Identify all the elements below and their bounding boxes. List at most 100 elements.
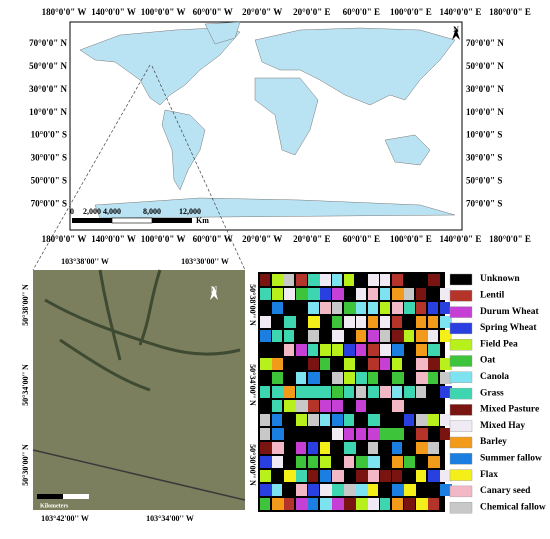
field bbox=[440, 316, 452, 328]
lat-label: 50°0'0" N bbox=[466, 61, 504, 71]
field bbox=[308, 330, 319, 342]
field bbox=[332, 316, 342, 328]
field bbox=[344, 274, 354, 286]
field bbox=[428, 302, 438, 314]
field bbox=[284, 288, 295, 300]
field bbox=[392, 358, 402, 370]
field bbox=[428, 330, 438, 342]
legend-swatch bbox=[449, 273, 473, 286]
legend-swatch bbox=[449, 371, 473, 383]
field bbox=[272, 442, 284, 454]
field bbox=[368, 470, 379, 482]
field bbox=[260, 288, 271, 300]
field bbox=[260, 498, 270, 510]
field bbox=[428, 358, 440, 370]
lat-label: 50°30'00'' N bbox=[248, 444, 257, 486]
field bbox=[320, 400, 331, 412]
field bbox=[428, 456, 440, 468]
road bbox=[32, 449, 246, 501]
field bbox=[272, 400, 282, 412]
field bbox=[368, 358, 379, 370]
field bbox=[344, 428, 354, 440]
field bbox=[272, 414, 282, 426]
lon-label: 60°0'0" E bbox=[343, 7, 380, 17]
field bbox=[332, 274, 342, 286]
lat-label: 30°0'0" N bbox=[29, 84, 67, 94]
field bbox=[284, 386, 295, 398]
field bbox=[428, 498, 439, 510]
field bbox=[392, 330, 404, 342]
field bbox=[284, 344, 294, 356]
drainage bbox=[44, 269, 241, 392]
legend-swatch bbox=[449, 339, 473, 351]
field bbox=[392, 302, 403, 314]
fields bbox=[260, 274, 452, 510]
lon-label: 20°0'0" E bbox=[293, 7, 330, 17]
field bbox=[428, 344, 440, 356]
field bbox=[344, 484, 356, 496]
field bbox=[272, 330, 282, 342]
field bbox=[320, 358, 330, 370]
field bbox=[392, 274, 403, 286]
field bbox=[332, 386, 343, 398]
field bbox=[428, 274, 440, 286]
field bbox=[380, 330, 390, 342]
legend-label: Canola bbox=[480, 372, 509, 382]
legend-swatch bbox=[449, 355, 473, 367]
north-arrow bbox=[452, 28, 460, 40]
field bbox=[440, 414, 451, 426]
field bbox=[356, 456, 368, 468]
field bbox=[296, 484, 307, 496]
lon-label: 103°34'00'' W bbox=[146, 514, 194, 523]
field bbox=[368, 428, 380, 440]
field bbox=[356, 484, 368, 496]
field bbox=[344, 372, 355, 384]
field bbox=[308, 288, 320, 300]
field bbox=[440, 302, 450, 314]
field bbox=[260, 358, 272, 370]
field bbox=[272, 274, 284, 286]
field bbox=[308, 442, 318, 454]
field bbox=[284, 400, 296, 412]
field bbox=[332, 330, 344, 342]
legend-label: Spring Wheat bbox=[480, 323, 537, 333]
field bbox=[416, 470, 426, 482]
lon-label: 140°0'0" W bbox=[91, 7, 136, 17]
field bbox=[308, 302, 319, 314]
scale-unit: Kilometers bbox=[40, 503, 69, 509]
field bbox=[260, 386, 270, 398]
field bbox=[392, 498, 403, 510]
field bbox=[296, 470, 307, 482]
field bbox=[344, 442, 356, 454]
field bbox=[404, 302, 415, 314]
lon-label: 20°0'0" W bbox=[242, 7, 282, 17]
field bbox=[308, 498, 318, 510]
field bbox=[296, 344, 307, 356]
lat-label: 70°0'0" N bbox=[466, 38, 504, 48]
legend-swatch bbox=[449, 485, 473, 498]
field bbox=[380, 302, 390, 314]
field bbox=[320, 288, 331, 300]
legend-label: Chemical fallow bbox=[480, 502, 546, 512]
field bbox=[296, 442, 306, 454]
field bbox=[380, 344, 391, 356]
legend-label: Oat bbox=[480, 356, 496, 366]
lat-label: 50°0'0" S bbox=[31, 175, 67, 185]
field bbox=[380, 274, 390, 286]
field bbox=[416, 498, 428, 510]
field bbox=[428, 470, 440, 482]
field bbox=[404, 484, 416, 496]
field bbox=[332, 428, 343, 440]
field bbox=[308, 470, 318, 482]
field bbox=[428, 414, 439, 426]
field bbox=[368, 386, 379, 398]
field bbox=[308, 456, 318, 468]
legend-label: Unknown bbox=[480, 274, 520, 284]
field bbox=[260, 484, 272, 496]
field bbox=[296, 274, 307, 286]
field bbox=[440, 358, 452, 370]
field bbox=[272, 288, 283, 300]
field bbox=[320, 274, 331, 286]
scale-unit: Km bbox=[196, 216, 209, 225]
field bbox=[308, 386, 320, 398]
